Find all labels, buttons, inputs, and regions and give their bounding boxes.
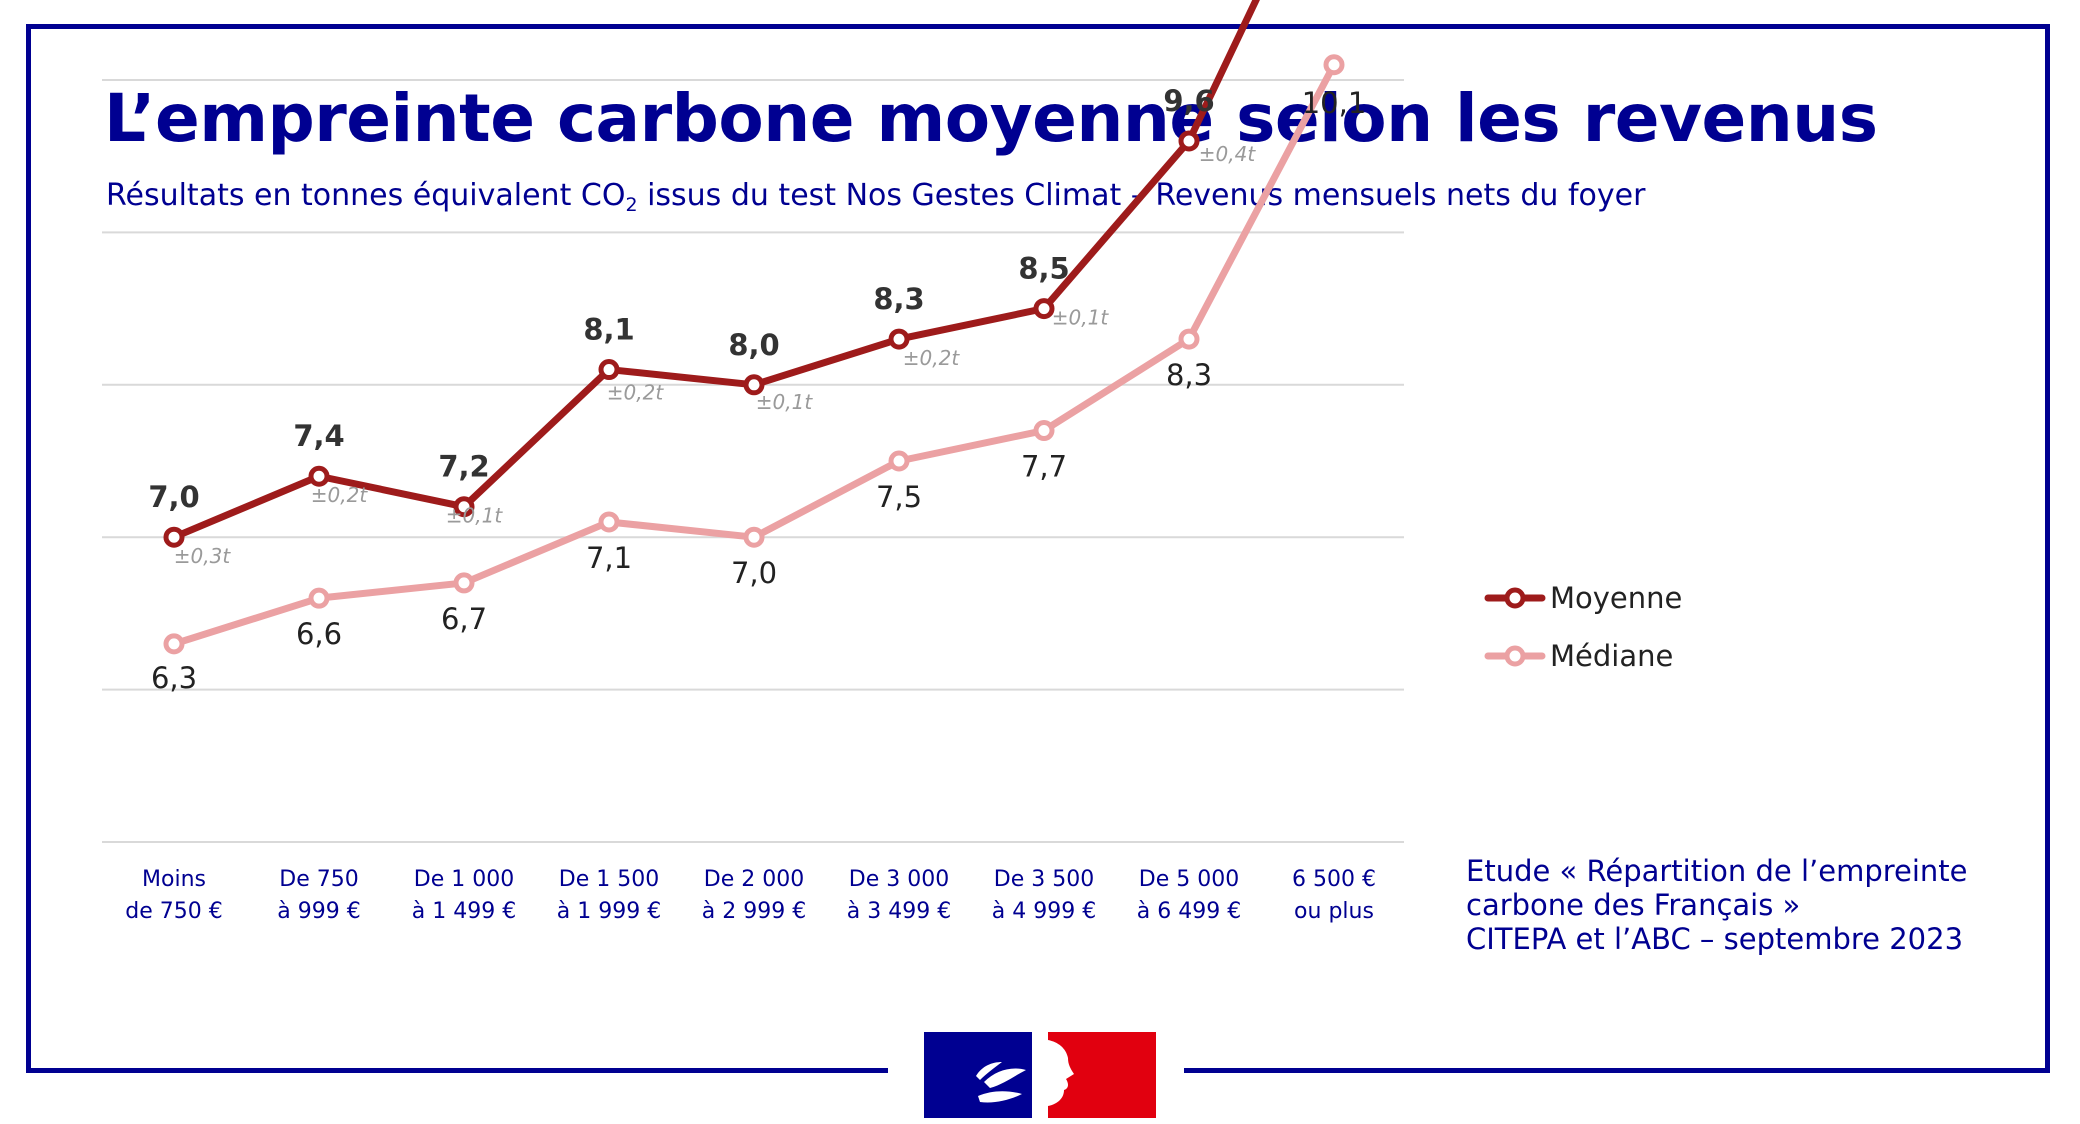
median-value-label: 8,3 <box>1166 358 1212 392</box>
error-label: ±0,2t <box>311 483 369 507</box>
x-tick-label: à 6 499 € <box>1137 899 1241 924</box>
median-value-label: 6,3 <box>151 661 197 695</box>
source-note: Etude « Répartition de l’empreinte carbo… <box>1466 854 1968 956</box>
data-point-médiane <box>1033 420 1055 442</box>
median-value-label: 7,1 <box>586 541 632 575</box>
legend-label: Médiane <box>1550 639 1673 673</box>
error-label: ±0,2t <box>903 346 961 370</box>
data-point-moyenne <box>888 328 910 350</box>
median-value-label: 7,5 <box>876 480 922 514</box>
data-point-moyenne <box>453 496 475 518</box>
data-point-médiane <box>163 633 185 655</box>
data-point-médiane <box>598 511 620 533</box>
x-tick-label: De 1 000 <box>414 867 514 892</box>
x-tick-label: ou plus <box>1294 899 1374 924</box>
data-point-médiane <box>1178 328 1200 350</box>
x-tick-label: à 1 999 € <box>557 899 661 924</box>
data-point-moyenne <box>1033 298 1055 320</box>
legend-label: Moyenne <box>1550 581 1682 615</box>
median-value-label: 6,7 <box>441 602 487 636</box>
source-line-2: carbone des Français » <box>1466 888 1801 922</box>
data-point-moyenne <box>308 465 330 487</box>
x-tick-label: à 2 999 € <box>702 899 806 924</box>
data-point-moyenne <box>743 374 765 396</box>
x-tick-label: à 999 € <box>277 899 360 924</box>
x-tick-label: 6 500 € <box>1292 867 1376 892</box>
chart-title: L’empreinte carbone moyenne selon les re… <box>104 80 1878 157</box>
legend-swatch-marker <box>1504 645 1526 667</box>
republique-francaise-logo <box>924 1032 1156 1118</box>
data-point-médiane <box>888 450 910 472</box>
data-point-moyenne <box>163 526 185 548</box>
source-line-3: CITEPA et l’ABC – septembre 2023 <box>1466 922 1964 956</box>
median-value-label: 7,7 <box>1021 450 1067 484</box>
subtitle-subscript: 2 <box>625 194 638 216</box>
error-label: ±0,1t <box>756 390 814 414</box>
mean-value-label: 8,5 <box>1018 252 1069 286</box>
x-tick-label: à 3 499 € <box>847 899 951 924</box>
marianne-profile-icon <box>976 1062 1026 1103</box>
data-point-médiane <box>453 572 475 594</box>
mean-value-label: 7,2 <box>438 450 489 484</box>
logo-red-panel <box>1048 1032 1156 1118</box>
mean-value-label: 9,6 <box>1163 84 1214 118</box>
data-point-médiane <box>743 526 765 548</box>
x-tick-label: De 3 000 <box>849 867 949 892</box>
median-value-label: 7,0 <box>731 556 777 590</box>
x-tick-label: de 750 € <box>125 899 222 924</box>
mean-value-label: 8,1 <box>583 313 634 347</box>
subtitle-before: Résultats en tonnes équivalent CO <box>106 178 626 213</box>
x-tick-label: à 4 999 € <box>992 899 1096 924</box>
mean-value-label: 7,4 <box>293 419 344 453</box>
x-tick-label: Moins <box>142 867 206 892</box>
x-tick-label: De 1 500 <box>559 867 659 892</box>
mean-value-label: 8,0 <box>728 328 779 362</box>
source-line-1: Etude « Répartition de l’empreinte <box>1466 854 1968 888</box>
x-tick-label: De 2 000 <box>704 867 804 892</box>
x-tick-label: De 5 000 <box>1139 867 1239 892</box>
legend-swatch-marker <box>1504 587 1526 609</box>
error-label: ±0,1t <box>1052 306 1110 330</box>
data-point-moyenne <box>598 359 620 381</box>
error-label: ±0,2t <box>607 381 665 405</box>
error-label: ±0,4t <box>1199 142 1257 166</box>
data-point-médiane <box>1323 54 1345 76</box>
data-point-médiane <box>308 587 330 609</box>
error-label: ±0,1t <box>446 504 504 528</box>
error-label: ±0,3t <box>174 544 232 568</box>
data-point-moyenne <box>1178 130 1200 152</box>
x-tick-label: à 1 499 € <box>412 899 516 924</box>
x-tick-label: De 750 <box>279 867 358 892</box>
median-value-label: 10,1 <box>1302 86 1367 120</box>
median-value-label: 6,6 <box>296 617 342 651</box>
x-tick-label: De 3 500 <box>994 867 1094 892</box>
mean-value-label: 8,3 <box>873 282 924 316</box>
mean-value-label: 7,0 <box>148 480 199 514</box>
